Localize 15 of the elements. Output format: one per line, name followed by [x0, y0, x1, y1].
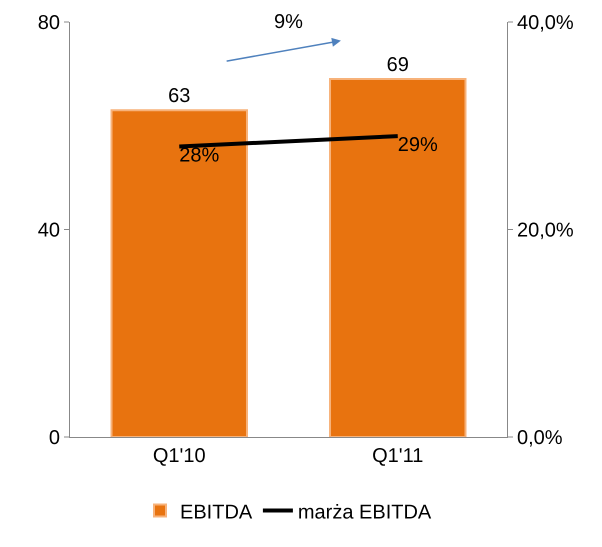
y2-tick-label: 20,0%	[517, 220, 574, 242]
data-label: 28%	[179, 144, 220, 166]
x-tick-label: Q1'10	[152, 445, 206, 467]
y2-tick-label: 0,0%	[517, 427, 563, 449]
legend-label: marża EBITDA	[298, 501, 432, 524]
y-tick-label: 0	[48, 427, 60, 449]
annotation: 9%	[274, 11, 304, 33]
data-label: 29%	[398, 134, 438, 156]
data-label: 69	[386, 54, 409, 76]
data-label: 63	[168, 85, 190, 108]
y2-tick-label: 40,0%	[517, 12, 574, 34]
y-tick-label: 80	[38, 12, 60, 34]
legend-label: EBITDA	[180, 501, 253, 524]
y-tick-label: 40	[38, 220, 60, 242]
x-tick-label: Q1'11	[372, 445, 424, 467]
